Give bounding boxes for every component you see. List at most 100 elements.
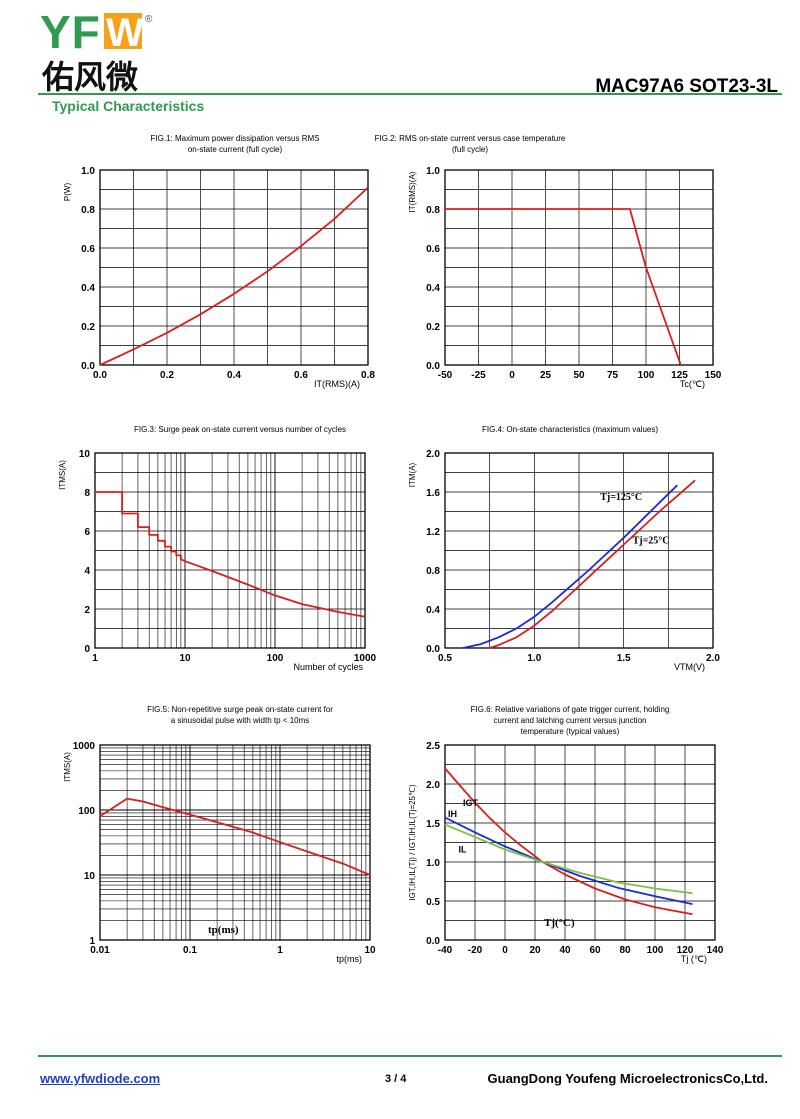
fig5-title-line: a sinusoidal pulse with width tp < 10ms bbox=[171, 716, 310, 725]
fig1-ytick-label: 1.0 bbox=[81, 166, 95, 177]
fig4-ytick-label: 0.4 bbox=[426, 605, 440, 616]
fig6-xlabel: Tj (℃) bbox=[681, 954, 707, 964]
fig6-title-line: current and latching current versus junc… bbox=[494, 716, 647, 725]
fig6-ytick-label: 2.0 bbox=[426, 780, 440, 791]
fig5-annotation: tp(ms) bbox=[208, 924, 239, 936]
fig5-xtick-label: 10 bbox=[364, 945, 376, 956]
fig1-ytick-label: 0.2 bbox=[81, 322, 95, 333]
fig3-xtick-label: 100 bbox=[267, 653, 284, 664]
fig6-xtick-label: 100 bbox=[647, 945, 664, 956]
fig1-xtick-label: 0.0 bbox=[93, 370, 107, 381]
fig5-xlabel: tp(ms) bbox=[337, 954, 363, 964]
fig2-xtick-label: -50 bbox=[438, 370, 453, 381]
fig5-ytick-label: 100 bbox=[78, 806, 95, 817]
fig6-label-il: IL bbox=[459, 845, 468, 855]
fig1-chart: FIG.1: Maximum power dissipation versus … bbox=[63, 134, 375, 389]
fig1-xtick-label: 0.6 bbox=[294, 370, 308, 381]
fig5-xtick-label: 0.01 bbox=[90, 945, 110, 956]
fig3-xtick-label: 1000 bbox=[354, 653, 377, 664]
fig2-xtick-label: 75 bbox=[607, 370, 619, 381]
yfw-logo: YF W ® 佑风微 bbox=[40, 8, 153, 96]
website-link[interactable]: www.yfwdiode.com bbox=[40, 1071, 161, 1086]
fig6-ytick-label: 0.5 bbox=[426, 897, 440, 908]
fig2-xtick-label: 100 bbox=[638, 370, 655, 381]
fig2-xtick-label: 125 bbox=[671, 370, 688, 381]
fig4-xtick-label: 0.5 bbox=[438, 653, 452, 664]
fig2-ytick-label: 0.4 bbox=[426, 283, 440, 294]
fig4-ytick-label: 1.6 bbox=[426, 488, 440, 499]
fig3-xtick-label: 1 bbox=[92, 653, 98, 664]
fig2-xtick-label: 0 bbox=[509, 370, 515, 381]
fig1-ytick-label: 0.8 bbox=[81, 205, 95, 216]
fig5-ytick-label: 1000 bbox=[73, 741, 96, 752]
fig4-series-line-tj25c bbox=[489, 479, 696, 649]
fig4-xtick-label: 1.0 bbox=[527, 653, 541, 664]
fig2-title-line: (full cycle) bbox=[452, 145, 488, 154]
fig5-ytick-label: 10 bbox=[84, 871, 96, 882]
fig6-annotation: Tj(°C) bbox=[544, 917, 575, 929]
fig4-annotation-tj125: Tj=125°C bbox=[600, 492, 642, 503]
fig6-xtick-label: 0 bbox=[502, 945, 508, 956]
logo-registered: ® bbox=[145, 14, 153, 25]
fig4-xlabel: VTM(V) bbox=[674, 662, 705, 672]
section-title: Typical Characteristics bbox=[52, 98, 205, 114]
fig6-xtick-label: 80 bbox=[619, 945, 631, 956]
fig6-ytick-label: 0.0 bbox=[426, 936, 440, 947]
fig2-plot-frame bbox=[444, 169, 714, 366]
fig2-xtick-label: -25 bbox=[471, 370, 486, 381]
svg-text:W: W bbox=[106, 11, 144, 55]
fig1-xtick-label: 0.2 bbox=[160, 370, 174, 381]
fig2-ytick-label: 0.6 bbox=[426, 244, 440, 255]
fig4-ytick-label: 0.8 bbox=[426, 566, 440, 577]
fig2-ytick-label: 1.0 bbox=[426, 166, 440, 177]
logo-brand: YF bbox=[40, 8, 101, 58]
fig6-ytick-label: 1.0 bbox=[426, 858, 440, 869]
fig5-series-line bbox=[99, 797, 371, 876]
fig6-plot-frame bbox=[444, 744, 716, 941]
fig6-ytick-label: 2.5 bbox=[426, 741, 440, 752]
fig1-series-line bbox=[99, 186, 369, 366]
fig6-xtick-label: -40 bbox=[438, 945, 453, 956]
fig5-title-line: FIG.5: Non-repetitive surge peak on-stat… bbox=[147, 705, 333, 714]
fig4-ytick-label: 2.0 bbox=[426, 449, 440, 460]
fig6-title-line: FIG.6: Relative variations of gate trigg… bbox=[471, 705, 670, 714]
fig6-xtick-label: -20 bbox=[468, 945, 483, 956]
fig3-series-line bbox=[95, 491, 366, 618]
company-name: GuangDong Youfeng MicroelectronicsCo,Ltd… bbox=[487, 1071, 768, 1086]
fig3-ytick-label: 0 bbox=[84, 644, 90, 655]
fig4-series-line-tj125c bbox=[462, 484, 678, 649]
fig1-xtick-label: 0.4 bbox=[227, 370, 241, 381]
fig3-plot-frame bbox=[94, 452, 366, 649]
fig3-xlabel: Number of cycles bbox=[293, 662, 363, 672]
fig3-ylabel: ITMS(A) bbox=[58, 460, 67, 490]
logo-chinese: 佑风微 bbox=[41, 58, 138, 96]
fig5-xtick-label: 0.1 bbox=[183, 945, 197, 956]
fig3-title-line: FIG.3: Surge peak on-state current versu… bbox=[134, 425, 346, 434]
part-number: MAC97A6 SOT23-3L bbox=[595, 76, 778, 97]
fig1-plot-frame bbox=[99, 169, 369, 366]
fig6-xtick-label: 60 bbox=[589, 945, 601, 956]
fig1-ylabel: P(W) bbox=[63, 183, 72, 202]
fig6-ytick-label: 1.5 bbox=[426, 819, 440, 830]
fig3-xtick-label: 10 bbox=[179, 653, 191, 664]
fig2-ylabel: IT(RMS)(A) bbox=[408, 171, 417, 212]
fig4-plot-frame bbox=[444, 452, 714, 649]
fig1-xlabel: IT(RMS)(A) bbox=[314, 379, 360, 389]
fig6-label-igt: IGT bbox=[463, 798, 479, 808]
fig2-xtick-label: 50 bbox=[573, 370, 585, 381]
fig1-xtick-label: 0.8 bbox=[361, 370, 375, 381]
fig1-title-line: on-state current (full cycle) bbox=[188, 145, 283, 154]
fig2-chart: FIG.2: RMS on-state current versus case … bbox=[375, 134, 722, 389]
fig1-ytick-label: 0.4 bbox=[81, 283, 95, 294]
page-number: 3 / 4 bbox=[385, 1073, 407, 1085]
logo-w-box bbox=[104, 13, 142, 49]
footer-rule bbox=[38, 1055, 782, 1057]
fig2-xtick-label: 25 bbox=[540, 370, 552, 381]
fig4-chart: FIG.4: On-state characteristics (maximum… bbox=[408, 425, 720, 672]
fig4-xtick-label: 1.5 bbox=[617, 653, 631, 664]
fig4-xtick-label: 2.0 bbox=[706, 653, 720, 664]
fig5-chart: FIG.5: Non-repetitive surge peak on-stat… bbox=[63, 705, 376, 964]
fig6-series-line-igt bbox=[444, 767, 693, 916]
fig5-ytick-label: 1 bbox=[89, 936, 95, 947]
fig6-title-line: temperature (typical values) bbox=[521, 727, 620, 736]
